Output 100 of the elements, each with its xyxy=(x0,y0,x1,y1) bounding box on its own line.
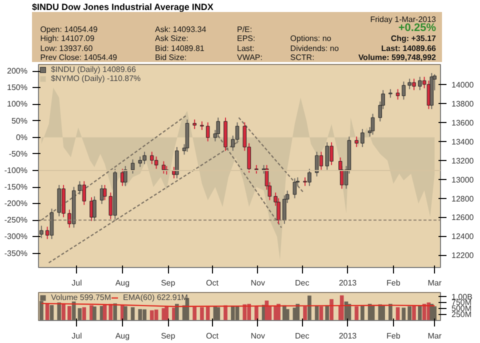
bar xyxy=(150,310,154,320)
text: Ask: 14093.34 xyxy=(155,24,206,35)
y2-tick-label: 13800 xyxy=(452,99,474,108)
text: Friday 1-Mar-2013 xyxy=(370,14,436,24)
text: EPS: xyxy=(237,33,256,44)
text: Options: no xyxy=(290,33,332,44)
x-tick-label: Oct xyxy=(206,332,220,340)
x-tick-label: Aug xyxy=(115,332,130,340)
bar xyxy=(418,305,422,320)
y2-tick-label: 13600 xyxy=(452,118,474,128)
y-tick-label: 1.00B xyxy=(452,292,472,302)
bar xyxy=(360,305,364,320)
x-tick-label: Mar xyxy=(428,332,442,340)
y2-tick-label: 12800 xyxy=(452,194,474,204)
candlestick xyxy=(154,156,158,170)
text: Open: 14054.49 xyxy=(40,24,98,35)
candlestick xyxy=(192,119,196,130)
x-tick-label: Oct xyxy=(206,278,220,288)
bar xyxy=(325,305,330,320)
bar xyxy=(388,304,392,320)
text: Bid: 14089.81 xyxy=(155,42,204,54)
candlestick xyxy=(282,194,286,224)
y2-tick-label: 12200 xyxy=(452,251,474,260)
bar xyxy=(192,306,196,320)
bar xyxy=(164,306,169,320)
bar xyxy=(72,302,76,320)
bar xyxy=(303,306,307,320)
y-tick-label: -100% xyxy=(4,166,28,175)
x-tick-label: Jul xyxy=(72,332,82,340)
text: P/E: xyxy=(237,24,252,35)
bar xyxy=(230,306,235,320)
y-tick-label: 150% xyxy=(7,83,28,92)
y-tick-label: -50% xyxy=(8,149,28,158)
candlestick xyxy=(130,158,135,174)
y2-tick-label: 13000 xyxy=(452,175,474,184)
legend-label: $NYMO (Daily) -110.87% xyxy=(51,74,141,83)
y-tick-label: 250M xyxy=(452,310,472,320)
legend-label: EMA(60) 622.91M xyxy=(123,293,188,302)
y-tick-label: -300% xyxy=(4,232,28,242)
text: Last: xyxy=(237,42,254,54)
candlestick xyxy=(102,184,107,201)
x-tick-label: Sep xyxy=(160,278,176,288)
bar xyxy=(130,307,135,320)
bar xyxy=(276,304,280,320)
candlestick xyxy=(314,151,319,177)
bar xyxy=(92,306,96,320)
bar xyxy=(381,305,385,320)
bar xyxy=(308,296,312,320)
bar xyxy=(432,306,437,320)
x-tick-label: 2013 xyxy=(338,278,358,288)
bar xyxy=(82,307,86,320)
bar xyxy=(354,306,358,320)
candlestick xyxy=(418,76,422,91)
bar xyxy=(206,306,210,320)
text: Last: 14089.66 xyxy=(381,43,436,54)
text: +0.25% xyxy=(398,22,436,34)
candlestick xyxy=(124,166,128,186)
candlestick xyxy=(370,113,375,136)
x-tick-label: Nov xyxy=(250,332,266,340)
candlestick xyxy=(40,225,44,239)
bar xyxy=(408,306,412,320)
bar xyxy=(138,309,142,320)
bar xyxy=(330,299,334,320)
y2-tick-label: 12400 xyxy=(452,232,474,242)
bar xyxy=(254,306,258,320)
candlestick xyxy=(319,151,324,170)
candlestick xyxy=(360,128,364,148)
candlestick xyxy=(82,180,86,206)
y-tick-label: 200% xyxy=(7,66,28,76)
bar xyxy=(200,307,204,320)
x-tick-label: 2013 xyxy=(338,332,358,340)
candlestick xyxy=(92,196,96,222)
y2-tick-label: 13400 xyxy=(452,137,474,146)
x-tick-label: Dec xyxy=(294,332,310,340)
bar xyxy=(285,309,290,320)
legend-label: Volume 599.75M xyxy=(51,293,112,302)
bar xyxy=(108,304,113,320)
bar xyxy=(62,303,66,320)
y-tick-label: -200% xyxy=(4,199,28,208)
bar xyxy=(57,302,62,320)
legend-label: $INDU (Daily) 14089.66 xyxy=(51,65,136,74)
bar xyxy=(216,307,220,320)
text: VWAP: xyxy=(237,52,262,64)
text: Low: 13937.60 xyxy=(40,43,93,54)
x-tick-label: Aug xyxy=(115,278,130,288)
text: Prev Close: 14054.49 xyxy=(40,52,118,64)
y-tick-label: 0% xyxy=(16,132,28,142)
x-tick-label: Jul xyxy=(72,278,82,288)
y-tick-label: -150% xyxy=(4,182,28,192)
text: Dividends: no xyxy=(290,43,339,54)
x-tick-label: Sep xyxy=(160,332,176,340)
y-tick-label: -350% xyxy=(4,248,28,258)
x-tick-label: Nov xyxy=(250,278,266,288)
chart-title: $INDU Dow Jones Industrial Average INDX xyxy=(32,1,214,14)
bar xyxy=(123,306,128,320)
x-tick-label: Mar xyxy=(428,278,442,288)
y-tick-label: 50% xyxy=(11,116,28,126)
candlestick xyxy=(396,88,400,100)
candlestick xyxy=(162,160,166,174)
y-tick-label: -250% xyxy=(4,216,28,225)
